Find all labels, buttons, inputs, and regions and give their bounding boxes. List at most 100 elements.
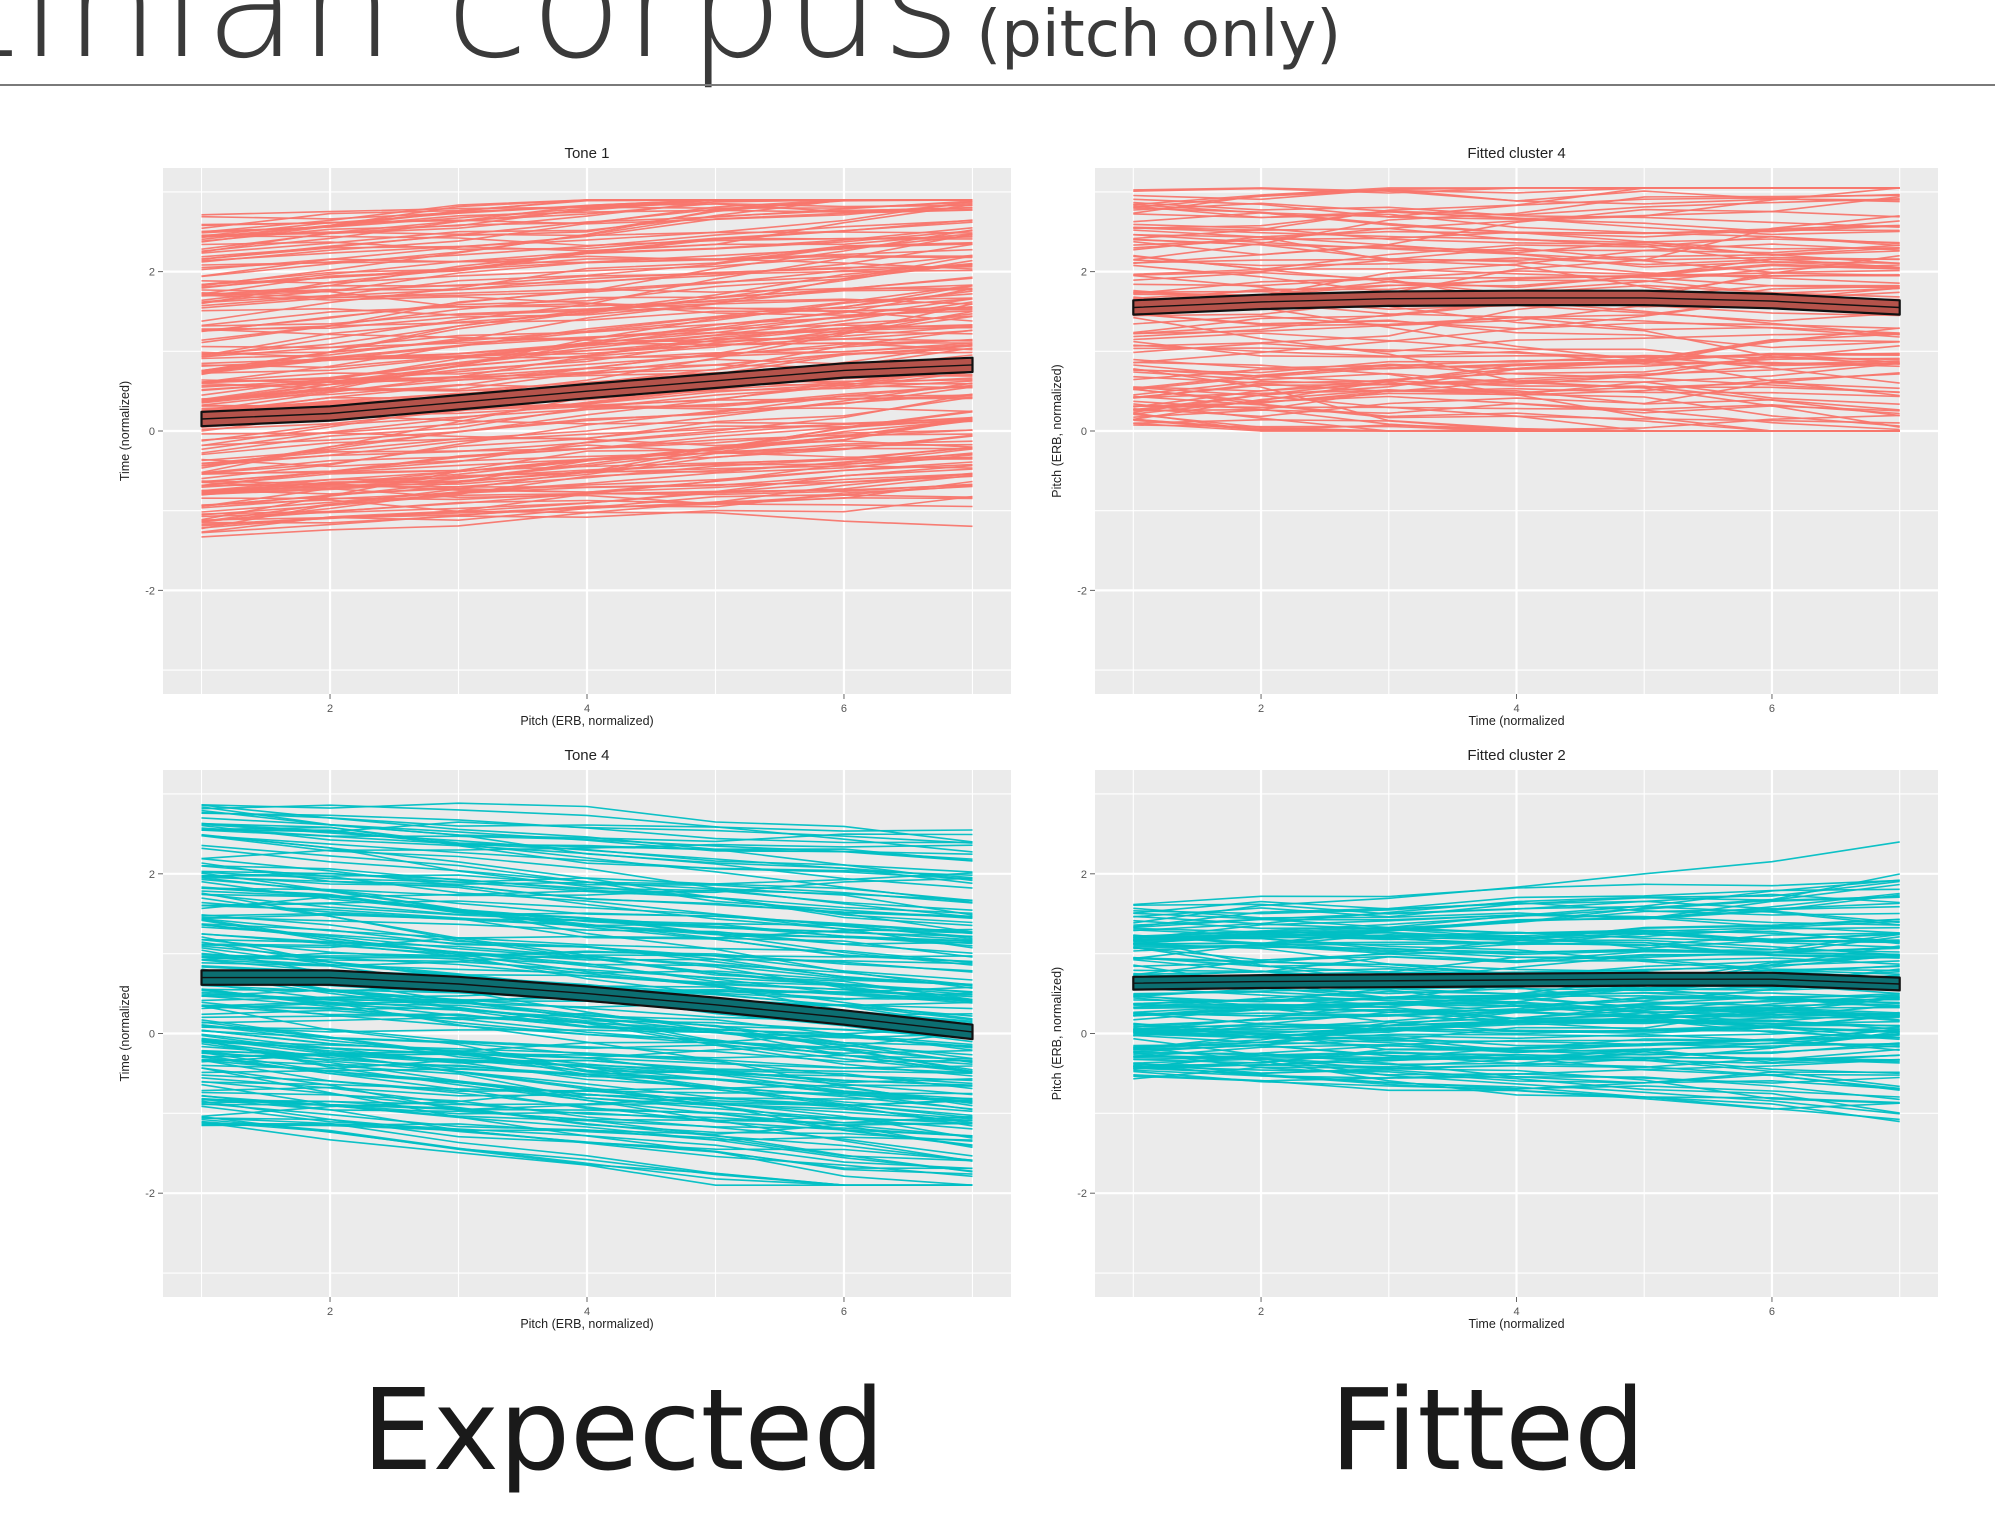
chart-panel-3: 2 4 6 -2 0 2 Tone 4 Pitch (ERB, normalized) Time… [118, 747, 1011, 1331]
contour-line [1133, 1065, 1900, 1110]
contour-line [201, 263, 973, 332]
contour-line [1133, 187, 1900, 246]
contour-line [201, 454, 973, 513]
contour-line [201, 1050, 973, 1085]
contour-line [1133, 201, 1900, 228]
contour-line [1133, 1057, 1900, 1075]
contour-line [201, 307, 973, 404]
x-tick-label: 4 [584, 1306, 590, 1318]
contour-line [1133, 892, 1900, 945]
y-tick-label: 2 [149, 267, 155, 279]
contour-line [201, 1024, 973, 1103]
contour-line [201, 827, 973, 855]
slide-title-main: tinian corpus [0, 0, 963, 92]
x-tick-label: 6 [841, 1306, 847, 1318]
x-tick-label: 2 [327, 1306, 333, 1318]
y-axis-label: Pitch (ERB, normalized) [1050, 364, 1064, 497]
contour-line [1133, 332, 1900, 354]
contour-line [201, 1098, 973, 1111]
contour-line [201, 1058, 973, 1111]
contour-line [201, 288, 973, 356]
contour-line [201, 823, 973, 885]
y-tick-label: 2 [149, 869, 155, 881]
x-tick-label: 4 [584, 703, 590, 715]
contour-line [201, 951, 973, 972]
contour-line [1133, 1015, 1900, 1035]
contour-line [1133, 944, 1900, 956]
contour-line [201, 871, 973, 915]
panel-title: Fitted cluster 4 [1467, 145, 1565, 162]
contour-line [1133, 1046, 1900, 1123]
contour-line [201, 943, 973, 993]
panel-title: Fitted cluster 2 [1467, 747, 1565, 764]
contour-line [201, 874, 973, 904]
contour-line [1133, 915, 1900, 944]
chart-panel-2: 2 4 6 -2 0 2 Fitted cluster 4 Time (normalized P… [1050, 145, 1938, 728]
contour-line [201, 475, 973, 507]
contour-line [201, 1056, 973, 1125]
contour-line [1133, 932, 1900, 959]
contour-line [201, 207, 973, 254]
contour-line [1133, 332, 1900, 365]
contour-line [201, 1067, 973, 1186]
contour-line [1133, 905, 1900, 926]
contour-line [201, 266, 973, 307]
contour-line [1133, 274, 1900, 300]
contour-line [201, 802, 973, 843]
mean-line [201, 364, 973, 420]
contour-line [201, 1016, 973, 1049]
contour-line [1133, 386, 1900, 412]
mean-line [201, 976, 973, 1033]
contour-line [201, 947, 973, 998]
contour-line [201, 461, 973, 523]
contour-line [201, 338, 973, 391]
contour-line [1133, 946, 1900, 965]
y-axis-label: Time (normalized [118, 985, 132, 1081]
contour-line [1133, 1034, 1900, 1068]
contour-line [201, 928, 973, 949]
contour-line [201, 255, 973, 271]
x-axis-label: Time (normalized [1468, 1317, 1564, 1331]
mean-confidence-band [1132, 971, 1901, 992]
mean-line [1133, 978, 1900, 985]
contour-line [201, 874, 973, 918]
contour-line [1133, 387, 1900, 407]
contour-line [1133, 210, 1900, 229]
y-tick-label: 0 [149, 426, 155, 438]
contour-line [201, 893, 973, 958]
chart-panel-4: 2 4 6 -2 0 2 Fitted cluster 2 Time (normalized P… [1050, 747, 1938, 1331]
contour-line [201, 416, 973, 467]
contour-line [1133, 1054, 1900, 1090]
contour-line [201, 1051, 973, 1122]
contour-line [201, 918, 973, 964]
contour-line [201, 811, 973, 832]
contour-line [1133, 274, 1900, 365]
contour-line [201, 432, 973, 448]
contour-line [201, 1124, 973, 1161]
contour-line [1133, 893, 1900, 914]
contour-line [201, 864, 973, 911]
contour-line [1133, 1052, 1900, 1101]
contour-line [1133, 999, 1900, 1048]
contour-line [1133, 997, 1900, 1038]
contour-line [1133, 194, 1900, 261]
x-tick-label: 6 [1769, 1306, 1775, 1318]
contour-line [201, 248, 973, 266]
y-tick-label: -2 [1077, 585, 1087, 597]
contour-line [201, 804, 973, 853]
contour-line [201, 1026, 973, 1063]
x-tick-label: 4 [1513, 1306, 1519, 1318]
contour-line [201, 880, 973, 963]
y-tick-label: 0 [1081, 1029, 1087, 1041]
contour-line [1133, 1008, 1900, 1032]
contour-line [201, 902, 973, 934]
contour-line [201, 472, 973, 538]
contour-line [201, 954, 973, 986]
contour-line [201, 995, 973, 1073]
x-tick-label: 6 [1769, 703, 1775, 715]
contour-line [201, 872, 973, 886]
contour-line [1133, 352, 1900, 408]
contour-line [1133, 256, 1900, 267]
contour-line [1133, 372, 1900, 418]
y-tick-label: -2 [145, 585, 155, 597]
